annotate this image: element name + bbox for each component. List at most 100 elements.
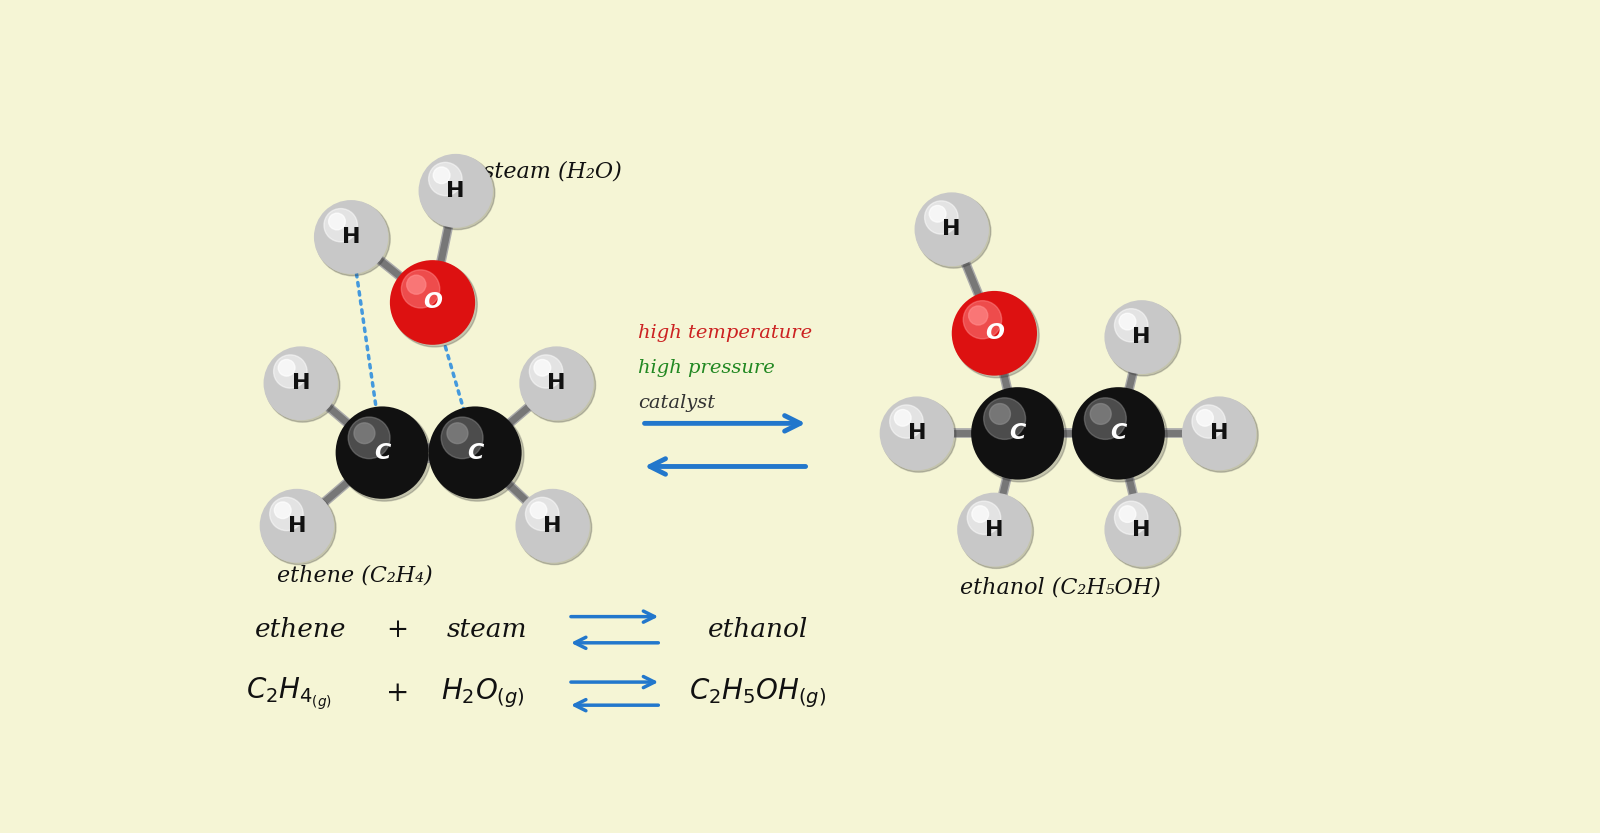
Circle shape xyxy=(957,492,1032,566)
Text: C: C xyxy=(1010,423,1026,443)
Text: C: C xyxy=(467,442,483,462)
Circle shape xyxy=(954,293,1038,377)
Circle shape xyxy=(880,397,954,471)
Circle shape xyxy=(390,260,475,345)
Text: H: H xyxy=(446,181,466,201)
Circle shape xyxy=(1085,398,1126,439)
Text: O: O xyxy=(422,292,442,312)
Text: steam (H₂O): steam (H₂O) xyxy=(483,161,622,182)
Text: H: H xyxy=(544,516,562,536)
Circle shape xyxy=(917,194,990,268)
Text: ethanol: ethanol xyxy=(707,617,808,642)
Circle shape xyxy=(430,409,523,501)
Text: C: C xyxy=(1110,423,1126,443)
Circle shape xyxy=(1192,405,1226,438)
Text: C: C xyxy=(374,442,390,462)
Circle shape xyxy=(1104,300,1179,374)
Circle shape xyxy=(259,489,334,563)
Circle shape xyxy=(1184,398,1258,472)
Circle shape xyxy=(1197,410,1213,426)
Text: steam: steam xyxy=(446,617,526,642)
Text: H: H xyxy=(547,373,566,393)
Circle shape xyxy=(264,347,338,421)
Text: H: H xyxy=(1133,520,1150,540)
Circle shape xyxy=(421,156,494,230)
Text: H: H xyxy=(288,516,306,536)
Circle shape xyxy=(1118,506,1136,522)
Circle shape xyxy=(963,301,1002,339)
Circle shape xyxy=(894,410,910,426)
Circle shape xyxy=(270,497,302,531)
Circle shape xyxy=(989,403,1011,424)
Circle shape xyxy=(429,407,522,499)
Circle shape xyxy=(534,360,550,377)
Text: ethene: ethene xyxy=(254,617,347,642)
Text: H: H xyxy=(1133,327,1150,347)
Circle shape xyxy=(890,405,923,438)
Text: +: + xyxy=(386,680,410,707)
Text: high pressure: high pressure xyxy=(638,359,774,377)
Circle shape xyxy=(1106,302,1181,376)
Text: $H_2O_{(g)}$: $H_2O_{(g)}$ xyxy=(442,677,525,711)
Text: H: H xyxy=(291,373,310,393)
Circle shape xyxy=(968,306,987,325)
Circle shape xyxy=(930,206,946,222)
Circle shape xyxy=(1115,309,1147,342)
Text: O: O xyxy=(986,323,1003,343)
Circle shape xyxy=(1072,387,1165,480)
Circle shape xyxy=(402,270,440,308)
Text: high temperature: high temperature xyxy=(638,324,813,342)
Text: catalyst: catalyst xyxy=(638,393,715,412)
Circle shape xyxy=(274,355,307,388)
Circle shape xyxy=(968,501,1000,535)
Circle shape xyxy=(515,489,590,563)
Circle shape xyxy=(520,347,594,421)
Text: H: H xyxy=(342,227,360,247)
Circle shape xyxy=(429,162,462,196)
Text: H: H xyxy=(907,423,926,443)
Circle shape xyxy=(274,502,291,519)
Circle shape xyxy=(915,192,989,267)
Text: ethene (C₂H₄): ethene (C₂H₄) xyxy=(277,565,434,586)
Circle shape xyxy=(971,506,989,522)
Circle shape xyxy=(406,275,426,294)
Circle shape xyxy=(266,348,339,422)
Text: H: H xyxy=(942,219,962,239)
Circle shape xyxy=(261,491,336,565)
Text: +: + xyxy=(387,617,408,642)
Circle shape xyxy=(1106,495,1181,568)
Circle shape xyxy=(446,423,467,444)
Circle shape xyxy=(1115,501,1147,535)
Circle shape xyxy=(925,201,958,234)
Circle shape xyxy=(419,154,493,227)
Text: H: H xyxy=(1210,423,1229,443)
Circle shape xyxy=(315,202,390,276)
Circle shape xyxy=(525,497,558,531)
Circle shape xyxy=(354,423,374,444)
Circle shape xyxy=(952,291,1037,376)
Circle shape xyxy=(349,417,390,459)
Text: ethanol (C₂H₅OH): ethanol (C₂H₅OH) xyxy=(960,576,1160,598)
Circle shape xyxy=(338,409,430,501)
Circle shape xyxy=(522,348,595,422)
Circle shape xyxy=(958,495,1034,568)
Circle shape xyxy=(314,200,389,274)
Text: $C_2H_5OH_{(g)}$: $C_2H_5OH_{(g)}$ xyxy=(690,677,827,711)
Circle shape xyxy=(434,167,450,183)
Circle shape xyxy=(328,213,346,230)
Text: $C_2H_{4_{(g)}}$: $C_2H_{4_{(g)}}$ xyxy=(246,676,333,711)
Circle shape xyxy=(984,398,1026,439)
Circle shape xyxy=(971,387,1064,480)
Circle shape xyxy=(278,360,294,377)
Circle shape xyxy=(392,262,477,347)
Circle shape xyxy=(973,390,1067,481)
Text: H: H xyxy=(986,520,1003,540)
Circle shape xyxy=(1104,492,1179,566)
Circle shape xyxy=(323,208,357,242)
Circle shape xyxy=(1074,390,1166,481)
Circle shape xyxy=(517,491,592,565)
Circle shape xyxy=(882,398,955,472)
Circle shape xyxy=(530,502,547,519)
Circle shape xyxy=(442,417,483,459)
Circle shape xyxy=(336,407,429,499)
